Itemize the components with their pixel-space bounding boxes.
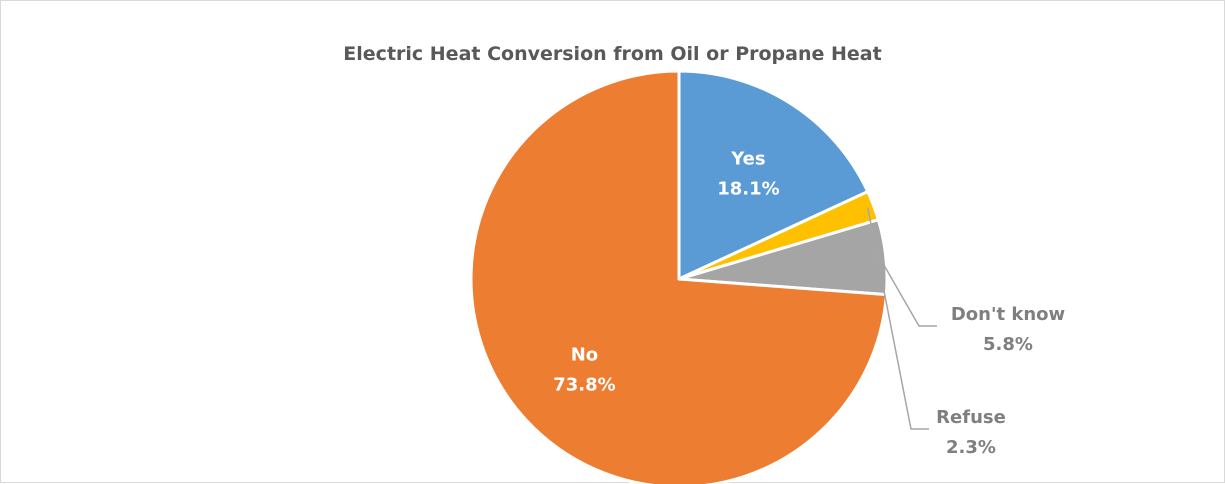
slice-name-refuse: Refuse [936,407,1006,428]
slice-name-yes: Yes [730,148,765,169]
pie-slices [471,71,887,484]
slice-value-refuse: 2.3% [946,437,996,458]
slice-value-no: 73.8% [553,375,615,396]
slice-name-no: No [571,345,598,366]
slice-value-don-t-know: 5.8% [983,334,1033,355]
slice-value-yes: 18.1% [717,178,779,199]
slice-name-don-t-know: Don't know [951,304,1065,325]
